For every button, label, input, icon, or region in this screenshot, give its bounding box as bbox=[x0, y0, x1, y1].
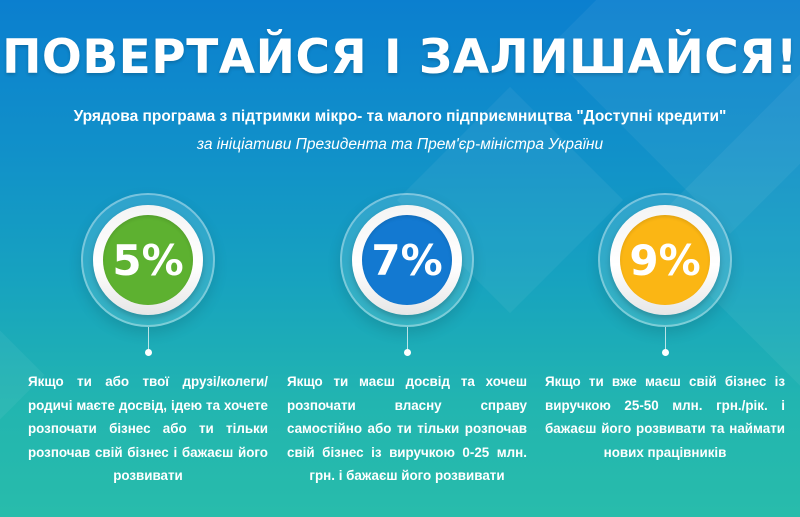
connector-dot bbox=[662, 349, 669, 356]
connector-line bbox=[665, 327, 666, 351]
rate-badge-9: 9% bbox=[598, 193, 732, 327]
connector-dot bbox=[404, 349, 411, 356]
badge-ring: 9% bbox=[610, 205, 720, 315]
rate-description: Якщо ти вже маєш свій бізнес із виручкою… bbox=[545, 374, 785, 460]
badge-ring: 7% bbox=[352, 205, 462, 315]
badge-ring: 5% bbox=[93, 205, 203, 315]
connector-dot bbox=[145, 349, 152, 356]
page-title: ПОВЕРТАЙСЯ І ЗАЛИШАЙСЯ! bbox=[2, 30, 798, 85]
rate-badge-5: 5% bbox=[81, 193, 215, 327]
connector-line bbox=[148, 327, 149, 351]
rate-description: Якщо ти або твої друзі/колеги/ родичі ма… bbox=[28, 374, 268, 483]
rate-badge-7: 7% bbox=[340, 193, 474, 327]
rate-value: 5% bbox=[103, 215, 193, 305]
program-subtitle: Урядова програма з підтримки мікро- та м… bbox=[73, 108, 727, 125]
rate-value: 7% bbox=[362, 215, 452, 305]
rate-description: Якщо ти маєш досвід та хочеш розпочати в… bbox=[287, 374, 527, 483]
rate-value: 9% bbox=[620, 215, 710, 305]
initiative-tagline: за ініціативи Президента та Прем'єр-міні… bbox=[196, 136, 604, 153]
connector-line bbox=[407, 327, 408, 351]
